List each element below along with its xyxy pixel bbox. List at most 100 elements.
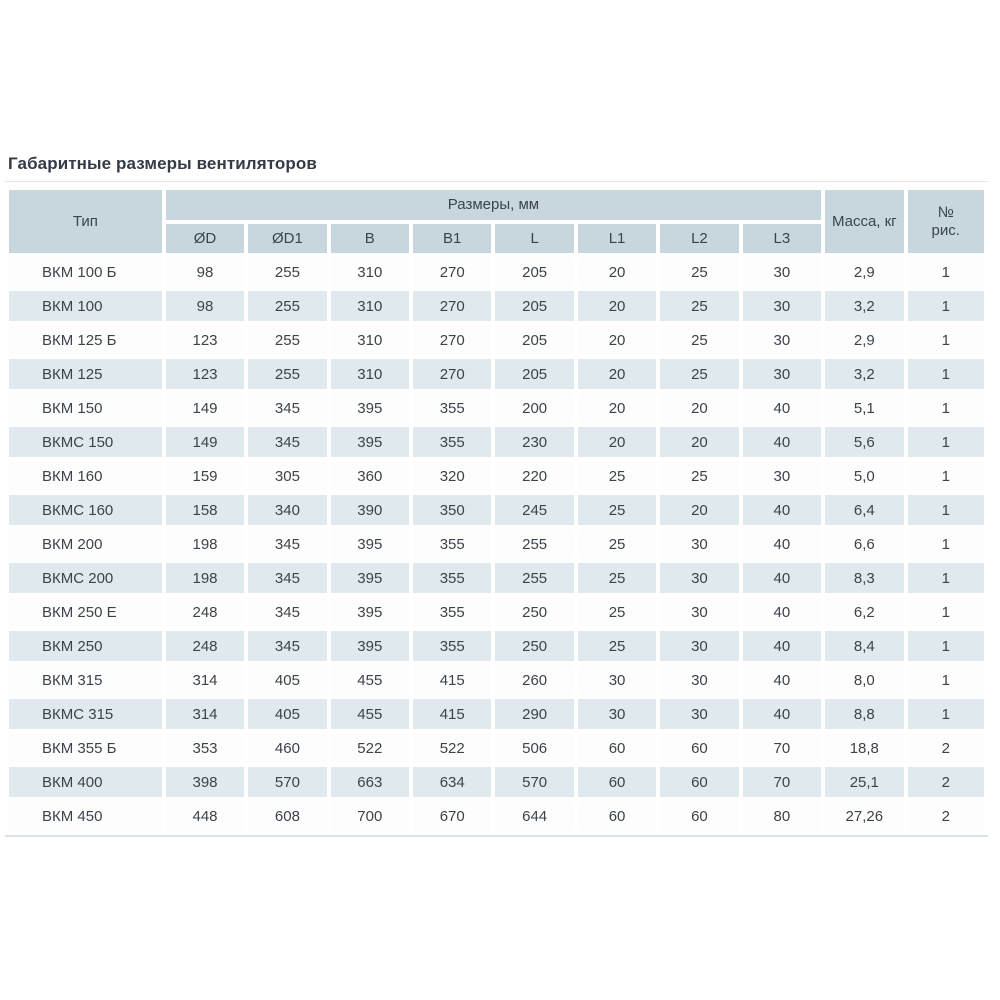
figure-number-cell: 1 <box>907 393 984 423</box>
dimension-cell: 40 <box>742 699 822 729</box>
dimension-cell: 415 <box>413 699 492 729</box>
dimension-cell: 415 <box>413 665 492 695</box>
dimension-cell: 123 <box>165 325 245 355</box>
fan-type-cell: ВКМ 160 <box>9 461 162 491</box>
dimension-cell: 345 <box>248 427 327 457</box>
dimension-cell: 40 <box>742 631 822 661</box>
dimension-cell: 255 <box>248 257 327 287</box>
dimension-cell: 60 <box>577 767 657 797</box>
dimension-cell: 30 <box>742 291 822 321</box>
dimension-cell: 30 <box>577 665 657 695</box>
dimension-cell: 40 <box>742 427 822 457</box>
dimension-cell: 198 <box>165 563 245 593</box>
dimension-cell: 205 <box>495 291 574 321</box>
col-header-size-1: ØD <box>165 224 245 253</box>
dimension-cell: 198 <box>165 529 245 559</box>
mass-cell: 2,9 <box>825 325 904 355</box>
dimension-cell: 30 <box>742 257 822 287</box>
table-row: ВКМ 125 123 255 310 270 205 20 25 30 3,2 1 <box>9 359 984 389</box>
mass-cell: 6,6 <box>825 529 904 559</box>
dimension-cell: 355 <box>413 427 492 457</box>
dimensions-table-container: Тип Размеры, мм Масса, кг № рис. ØD ØD1 B B1… <box>5 181 988 837</box>
dimension-cell: 250 <box>495 597 574 627</box>
dimension-cell: 25 <box>577 631 657 661</box>
dimension-cell: 248 <box>165 597 245 627</box>
dimension-cell: 20 <box>577 427 657 457</box>
table-body: ВКМ 100 Б 98 255 310 270 205 20 25 30 2,9 1 ВКМ 100… <box>9 257 984 831</box>
dimension-cell: 25 <box>577 461 657 491</box>
dimension-cell: 220 <box>495 461 574 491</box>
dimension-cell: 255 <box>248 291 327 321</box>
figure-number-cell: 1 <box>907 631 984 661</box>
dimension-cell: 205 <box>495 257 574 287</box>
dimension-cell: 20 <box>660 393 739 423</box>
dimension-cell: 30 <box>660 665 739 695</box>
figure-number-cell: 1 <box>907 597 984 627</box>
dimension-cell: 123 <box>165 359 245 389</box>
col-header-size-3: B <box>330 224 410 253</box>
dimension-cell: 159 <box>165 461 245 491</box>
dimensions-table: Тип Размеры, мм Масса, кг № рис. ØD ØD1 B B1… <box>5 186 988 835</box>
table-row: ВКМС 200 198 345 395 355 255 25 30 40 8,3 1 <box>9 563 984 593</box>
dimension-cell: 149 <box>165 393 245 423</box>
dimension-cell: 314 <box>165 665 245 695</box>
figure-number-cell: 2 <box>907 801 984 831</box>
dimension-cell: 25 <box>660 257 739 287</box>
dimension-cell: 395 <box>330 563 410 593</box>
dimension-cell: 248 <box>165 631 245 661</box>
dimension-cell: 570 <box>248 767 327 797</box>
dimension-cell: 30 <box>660 631 739 661</box>
dimension-cell: 30 <box>742 359 822 389</box>
fan-type-cell: ВКМ 150 <box>9 393 162 423</box>
mass-cell: 25,1 <box>825 767 904 797</box>
mass-cell: 5,1 <box>825 393 904 423</box>
col-header-size-8: L3 <box>742 224 822 253</box>
dimension-cell: 360 <box>330 461 410 491</box>
dimension-cell: 250 <box>495 631 574 661</box>
dimension-cell: 345 <box>248 393 327 423</box>
mass-cell: 8,8 <box>825 699 904 729</box>
dimension-cell: 405 <box>248 665 327 695</box>
dimension-cell: 30 <box>660 529 739 559</box>
fan-type-cell: ВКМС 315 <box>9 699 162 729</box>
col-header-size-4: B1 <box>413 224 492 253</box>
dimension-cell: 30 <box>660 563 739 593</box>
dimension-cell: 158 <box>165 495 245 525</box>
dimension-cell: 320 <box>413 461 492 491</box>
table-row: ВКМ 100 98 255 310 270 205 20 25 30 3,2 1 <box>9 291 984 321</box>
dimension-cell: 70 <box>742 733 822 763</box>
mass-cell: 2,9 <box>825 257 904 287</box>
figure-number-cell: 1 <box>907 529 984 559</box>
dimension-cell: 395 <box>330 529 410 559</box>
figure-number-cell: 1 <box>907 427 984 457</box>
col-header-figure-number-line1: № <box>937 204 954 222</box>
dimension-cell: 353 <box>165 733 245 763</box>
figure-number-cell: 1 <box>907 257 984 287</box>
dimension-cell: 25 <box>660 359 739 389</box>
fan-type-cell: ВКМ 100 <box>9 291 162 321</box>
col-header-size-5: L <box>495 224 574 253</box>
dimension-cell: 25 <box>660 325 739 355</box>
table-row: ВКМ 250 Е 248 345 395 355 250 25 30 40 6,2 1 <box>9 597 984 627</box>
dimension-cell: 270 <box>413 257 492 287</box>
figure-number-cell: 1 <box>907 325 984 355</box>
dimension-cell: 314 <box>165 699 245 729</box>
dimension-cell: 290 <box>495 699 574 729</box>
mass-cell: 5,0 <box>825 461 904 491</box>
dimension-cell: 255 <box>248 359 327 389</box>
dimension-cell: 70 <box>742 767 822 797</box>
dimension-cell: 270 <box>413 359 492 389</box>
fan-type-cell: ВКМС 200 <box>9 563 162 593</box>
dimension-cell: 395 <box>330 631 410 661</box>
dimension-cell: 700 <box>330 801 410 831</box>
dimension-cell: 205 <box>495 325 574 355</box>
dimension-cell: 30 <box>742 461 822 491</box>
dimension-cell: 634 <box>413 767 492 797</box>
figure-number-cell: 1 <box>907 461 984 491</box>
dimension-cell: 20 <box>660 495 739 525</box>
col-header-sizes-group: Размеры, мм <box>165 190 822 220</box>
fan-type-cell: ВКМ 250 <box>9 631 162 661</box>
figure-number-cell: 1 <box>907 291 984 321</box>
fan-type-cell: ВКМ 315 <box>9 665 162 695</box>
table-row: ВКМС 315 314 405 455 415 290 30 30 40 8,8 1 <box>9 699 984 729</box>
